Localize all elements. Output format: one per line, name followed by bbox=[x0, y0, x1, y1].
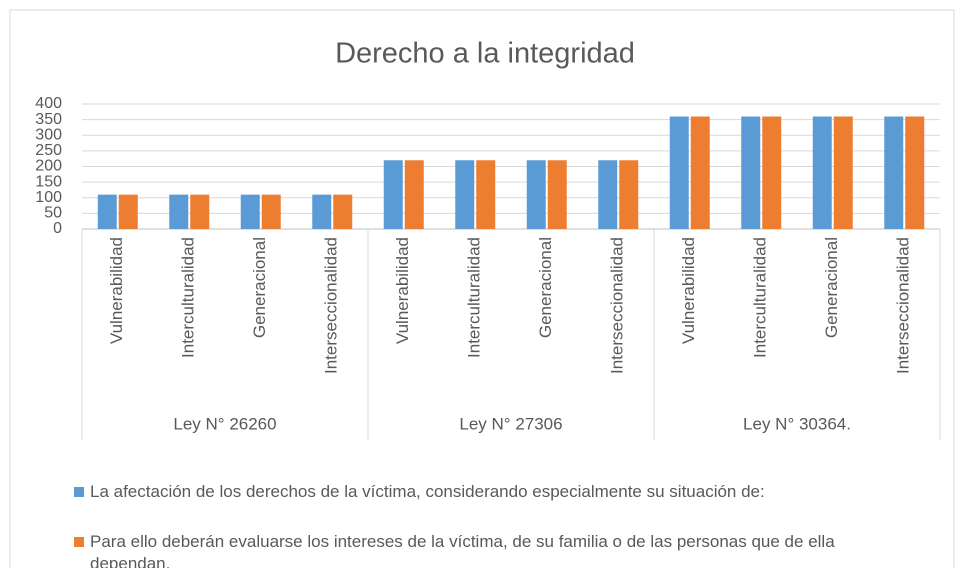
y-tick-label: 200 bbox=[35, 158, 62, 175]
bar bbox=[619, 160, 639, 229]
chart-border bbox=[9, 9, 955, 568]
bar bbox=[404, 160, 424, 229]
bar bbox=[833, 116, 853, 229]
chart-title: Derecho a la integridad bbox=[335, 38, 635, 70]
bar bbox=[476, 160, 496, 229]
legend-entry: La afectación de los derechos de la víct… bbox=[74, 481, 890, 503]
x-tick-label: Interseccionalidad bbox=[894, 237, 913, 374]
x-tick-label: Interseccionalidad bbox=[608, 237, 627, 374]
bar bbox=[455, 160, 475, 229]
bar bbox=[333, 194, 353, 229]
y-tick-label: 100 bbox=[35, 189, 62, 206]
bar bbox=[261, 194, 281, 229]
x-tick-label: Interseccionalidad bbox=[322, 237, 341, 374]
bar bbox=[526, 160, 546, 229]
bar bbox=[669, 116, 689, 229]
x-tick-label: Generacional bbox=[250, 237, 269, 338]
bar bbox=[812, 116, 832, 229]
bar bbox=[598, 160, 618, 229]
x-tick-label: Generacional bbox=[822, 237, 841, 338]
x-tick-label: Vulnerabilidad bbox=[679, 237, 698, 344]
bar bbox=[884, 116, 904, 229]
x-tick-label: Generacional bbox=[536, 237, 555, 338]
y-tick-label: 150 bbox=[35, 173, 62, 190]
x-tick-label: Vulnerabilidad bbox=[393, 237, 412, 344]
group-label: Ley N° 26260 bbox=[173, 414, 276, 433]
bar bbox=[240, 194, 260, 229]
x-tick-label: Interculturalidad bbox=[465, 237, 484, 358]
y-tick-label: 50 bbox=[44, 205, 62, 222]
legend-entry: Para ello deberán evaluarse los interese… bbox=[74, 531, 890, 568]
x-tick-label: Interculturalidad bbox=[179, 237, 198, 358]
bar bbox=[690, 116, 710, 229]
group-label: Ley N° 27306 bbox=[459, 414, 562, 433]
bar bbox=[97, 194, 117, 229]
bar bbox=[383, 160, 403, 229]
x-tick-label: Interculturalidad bbox=[751, 237, 770, 358]
group-label: Ley N° 30364. bbox=[743, 414, 851, 433]
bar bbox=[762, 116, 782, 229]
legend-label: La afectación de los derechos de la víct… bbox=[90, 482, 765, 501]
legend-swatch bbox=[74, 487, 84, 497]
y-tick-label: 350 bbox=[35, 111, 62, 128]
bar bbox=[905, 116, 925, 229]
y-tick-label: 0 bbox=[53, 220, 62, 237]
y-tick-label: 250 bbox=[35, 142, 62, 159]
bar bbox=[741, 116, 761, 229]
x-tick-label: Vulnerabilidad bbox=[107, 237, 126, 344]
y-tick-label: 300 bbox=[35, 126, 62, 143]
legend-swatch bbox=[74, 537, 84, 547]
bar bbox=[169, 194, 189, 229]
bar bbox=[312, 194, 332, 229]
bar bbox=[190, 194, 210, 229]
bar bbox=[118, 194, 138, 229]
bar bbox=[547, 160, 567, 229]
y-tick-label: 400 bbox=[35, 95, 62, 112]
legend-label: Para ello deberán evaluarse los interese… bbox=[90, 532, 835, 568]
